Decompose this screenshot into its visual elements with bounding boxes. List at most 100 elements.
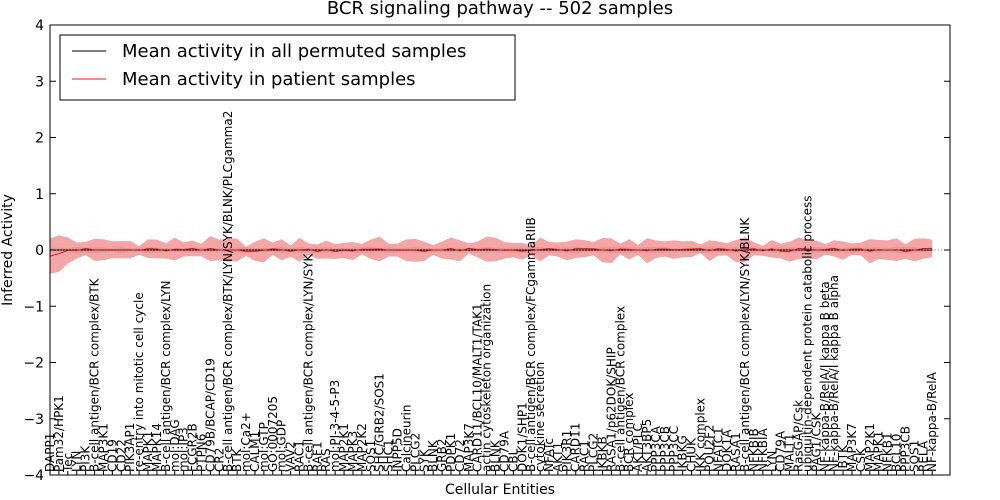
legend-label-patient: Mean activity in patient samples xyxy=(122,69,416,90)
x-tick-label: BLNK xyxy=(489,439,503,472)
x-tick-label: MAP3K7 xyxy=(462,423,476,472)
legend-box xyxy=(59,34,516,101)
x-tick-label: B-cell antigen/BCR complex/LYN/SYK/BLNK xyxy=(738,217,752,472)
legend-label-permuted: Mean activity in all permuted samples xyxy=(122,41,466,62)
x-tick-label: IKBKG xyxy=(676,435,690,472)
y-tick-label: 2 xyxy=(35,131,44,147)
x-tick-label: MAP2K1 xyxy=(863,423,877,472)
plot-area xyxy=(49,235,950,274)
chart-title: BCR signaling pathway -- 502 samples xyxy=(327,0,673,19)
x-tick-label: RAC1 xyxy=(293,440,307,472)
legend: Mean activity in all permuted samples Me… xyxy=(59,34,516,101)
x-tick-label: Tec xyxy=(61,453,75,473)
y-tick-label: −2 xyxy=(23,356,44,372)
x-tick-label: NFATC1 xyxy=(711,427,725,472)
x-tick-label: NFATc xyxy=(542,438,556,472)
x-tick-label: MAPK1 xyxy=(872,431,886,472)
x-tick-label: PTPN6 xyxy=(194,434,208,472)
x-tick-label: CARD11/BCL10/MALT1/TAK1 xyxy=(471,303,485,472)
x-tick-label: MAP2K2 xyxy=(355,423,369,472)
x-tick-label: cytokine secretion xyxy=(533,362,547,472)
x-tick-label: B-cell antigen/BCR complex/LYN/SYK xyxy=(301,252,315,472)
x-tick-label: PIK3R1 xyxy=(560,430,574,472)
x-tick-label: VAV2 xyxy=(284,441,298,472)
x-tick-label: NF-kappa-B/RelA/I kappa B beta xyxy=(818,281,832,472)
x-tick-label: PI3K xyxy=(79,445,93,472)
x-tick-label: MAP3K7 xyxy=(845,423,859,472)
x-tick-label: NFKBIB xyxy=(747,428,761,472)
x-tick-label: mol:IP3 xyxy=(177,427,191,472)
y-tick-label: 3 xyxy=(35,74,44,90)
x-tick-label: CBL xyxy=(506,448,520,472)
x-tick-label: BTK xyxy=(230,447,244,472)
x-tick-label: GO:0007205 xyxy=(266,396,280,472)
x-tick-label: INPP5D xyxy=(391,428,405,472)
x-tick-label: AKT1 xyxy=(551,442,565,472)
x-tick-label: PIK3AP1 xyxy=(123,423,137,472)
x-tick-label: MAPK14 xyxy=(150,423,164,472)
x-tick-label: RELA xyxy=(916,440,930,472)
x-tick-label: RASA1/p62DOK/SHIP xyxy=(604,347,618,472)
x-tick-label: mol:GDP xyxy=(275,420,289,472)
y-tick-label: −1 xyxy=(23,299,44,315)
x-tick-label: DOK1A xyxy=(720,429,734,472)
y-tick-label: 1 xyxy=(35,187,44,203)
x-tick-label: MAP3K1 xyxy=(96,423,110,472)
x-tick-label: IBTK xyxy=(836,444,850,472)
x-tick-label: MAPK3 xyxy=(346,431,360,472)
x-tick-label: NF-kappa-B/RelA/I kappa B alpha xyxy=(827,275,841,472)
x-tick-label: RAF1 xyxy=(310,441,324,472)
x-tick-label: BCR complex xyxy=(622,393,636,472)
x-tick-label: RAS xyxy=(319,448,333,472)
x-tick-label: LYN xyxy=(765,451,779,472)
x-tick-label: MAPK1 xyxy=(141,431,155,472)
x-tick-label: CSK xyxy=(854,447,868,472)
x-tick-label: CD79B/BCAP/CD19 xyxy=(203,358,217,472)
x-tick-label: AKT/PLC xyxy=(631,423,645,472)
x-tick-label: mol:DAG xyxy=(168,419,182,472)
x-tick-label: Calcineurin xyxy=(399,405,413,472)
x-tick-label: PDPK1 xyxy=(444,433,458,472)
x-tick-label: B-cell antigen/BCR complex/LYN xyxy=(159,280,173,472)
x-tick-label: DOK1/SHP1 xyxy=(515,402,529,472)
x-tick-label: MAP2K1 xyxy=(337,423,351,472)
x-tick-label: NF-kappa-B/RelA xyxy=(925,371,939,472)
x-tick-label: B-cell antigen/BCR complex xyxy=(613,306,627,472)
x-tick-label: GRB2 xyxy=(435,438,449,472)
x-tick-label: RasGAP/Csk xyxy=(792,400,806,472)
x-tick-label: FCGR2B xyxy=(186,423,200,472)
x-tick-label: B-cell antigen/BCR complex/BTK/LYN/SYK/B… xyxy=(221,111,235,472)
plot-frame xyxy=(49,24,951,476)
x-tick-label: PPP3CC xyxy=(667,426,681,472)
x-tick-label: PAG1/CSK xyxy=(809,412,823,472)
x-tick-label: CR2 xyxy=(212,448,226,472)
x-tick-label: IKK complex xyxy=(693,398,707,472)
x-tick-label: CHUK xyxy=(685,437,699,472)
y-tick-label: −3 xyxy=(23,412,44,428)
y-axis-label: Inferred Activity xyxy=(0,194,16,306)
x-tick-label: NFKB1 xyxy=(881,432,895,472)
x-tick-label: PLCG2 xyxy=(408,433,422,472)
x-tick-label: mol:Ca2+ xyxy=(239,412,253,472)
x-tick-label: RAC1 xyxy=(578,440,592,472)
x-tick-label: actin cytoskeleton organization xyxy=(480,284,494,472)
x-tick-label: LYN xyxy=(70,451,84,472)
x-tick-label: SHC/GRB2/SOS1 xyxy=(373,373,387,472)
x-tick-label: SHC1 xyxy=(382,439,396,472)
x-tick-label: CD72 xyxy=(453,439,467,472)
x-tick-label: MALT1 xyxy=(783,433,797,472)
x-tick-label: CARD11 xyxy=(569,423,583,472)
x-tick-label: IKBKB xyxy=(595,436,609,472)
patient-band xyxy=(50,235,933,274)
x-tick-label: CD79A xyxy=(774,430,788,472)
y-tick-label: 0 xyxy=(35,243,44,259)
x-tick-label: CD19 xyxy=(105,439,119,472)
x-tick-label: Pam32/HPK1 xyxy=(52,395,66,472)
x-tick-label: mol:GTP xyxy=(257,422,271,472)
x-tick-label: RASA1 xyxy=(729,432,743,472)
y-tick-label: −4 xyxy=(23,468,44,484)
x-tick-label: PPP3CA xyxy=(649,425,663,472)
x-tick-label: PPP3CB xyxy=(658,426,672,472)
x-tick-label: BCL10 xyxy=(890,434,904,472)
